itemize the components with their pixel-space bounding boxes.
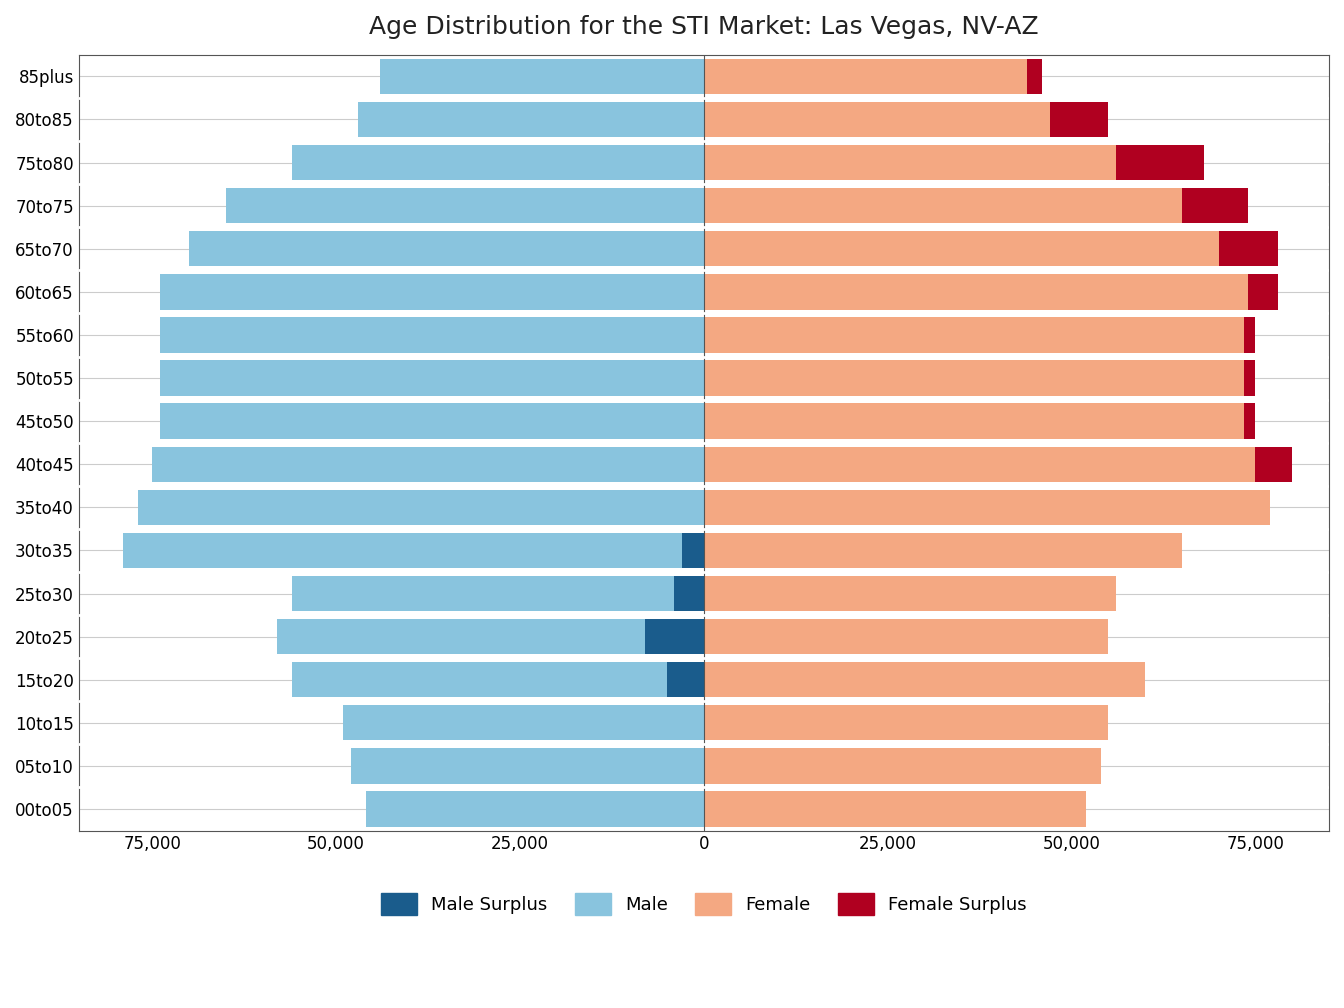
Bar	[704, 403, 1245, 438]
Bar	[160, 361, 704, 396]
Bar	[137, 490, 704, 525]
Bar	[645, 619, 704, 654]
Bar	[681, 533, 704, 569]
Bar	[704, 145, 1116, 180]
Bar	[1116, 145, 1204, 180]
Bar	[704, 533, 1181, 569]
Bar	[704, 231, 1219, 266]
Bar	[1245, 403, 1255, 438]
Bar	[160, 318, 704, 353]
Bar	[704, 361, 1245, 396]
Bar	[704, 619, 1109, 654]
Bar	[1181, 188, 1249, 224]
Bar	[160, 403, 704, 438]
Legend: Male Surplus, Male, Female, Female Surplus: Male Surplus, Male, Female, Female Surpl…	[374, 886, 1035, 922]
Bar	[380, 58, 704, 94]
Bar	[1255, 447, 1292, 482]
Bar	[277, 619, 704, 654]
Bar	[351, 748, 704, 783]
Bar	[704, 490, 1270, 525]
Bar	[226, 188, 704, 224]
Bar	[1249, 274, 1278, 309]
Bar	[675, 576, 704, 611]
Bar	[704, 748, 1101, 783]
Bar	[667, 662, 704, 698]
Bar	[704, 706, 1109, 741]
Bar	[160, 274, 704, 309]
Bar	[359, 102, 704, 137]
Bar	[1245, 318, 1255, 353]
Bar	[292, 145, 704, 180]
Bar	[704, 58, 1027, 94]
Bar	[292, 576, 704, 611]
Bar	[152, 447, 704, 482]
Bar	[704, 318, 1245, 353]
Bar	[344, 706, 704, 741]
Bar	[1219, 231, 1278, 266]
Bar	[704, 576, 1116, 611]
Bar	[704, 662, 1145, 698]
Bar	[704, 447, 1255, 482]
Bar	[704, 791, 1086, 827]
Bar	[1027, 58, 1042, 94]
Bar	[292, 662, 704, 698]
Bar	[704, 274, 1249, 309]
Bar	[190, 231, 704, 266]
Bar	[366, 791, 704, 827]
Bar	[704, 102, 1050, 137]
Bar	[122, 533, 704, 569]
Bar	[1050, 102, 1109, 137]
Title: Age Distribution for the STI Market: Las Vegas, NV-AZ: Age Distribution for the STI Market: Las…	[370, 15, 1039, 39]
Bar	[704, 188, 1181, 224]
Bar	[1245, 361, 1255, 396]
